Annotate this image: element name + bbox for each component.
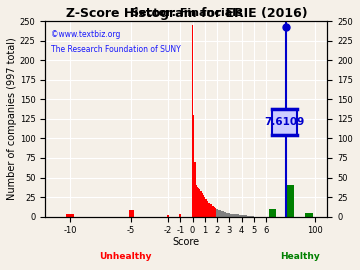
Bar [287,185,294,217]
Text: 7.6109: 7.6109 [265,117,305,127]
Bar [216,209,218,217]
Bar [129,210,134,217]
Bar [221,211,222,217]
Bar [220,210,221,217]
Bar [229,213,230,217]
Bar [197,187,198,217]
Bar [214,207,215,217]
Bar [243,215,245,217]
Bar [167,215,169,217]
Bar [235,214,236,217]
Bar [240,215,241,217]
Bar [201,191,202,217]
Bar [252,216,253,217]
Bar [247,216,248,217]
Bar [192,25,193,217]
Title: Z-Score Histogram for ERIE (2016): Z-Score Histogram for ERIE (2016) [66,7,307,20]
Bar [212,206,213,217]
Bar [231,214,233,217]
Text: ©www.textbiz.org: ©www.textbiz.org [51,30,120,39]
Bar [204,197,206,217]
Bar [208,202,209,217]
Bar [249,216,251,217]
Bar [246,215,247,217]
Bar [225,212,226,217]
Bar [236,214,237,217]
Bar [253,216,255,217]
Bar [193,115,194,217]
Bar [207,201,208,217]
Bar [213,207,214,217]
Bar [242,215,243,217]
Bar [305,213,313,217]
Bar [66,214,73,217]
Bar [210,204,212,217]
Y-axis label: Number of companies (997 total): Number of companies (997 total) [7,38,17,200]
Bar [237,214,239,217]
Bar [251,216,252,217]
Bar [215,208,216,217]
Bar [230,214,231,217]
Bar [218,210,219,217]
Bar [179,214,181,217]
Bar [239,215,240,217]
Bar [226,213,228,217]
FancyBboxPatch shape [273,110,297,134]
Bar [198,188,199,217]
Bar [194,162,195,217]
Bar [206,200,207,217]
Bar [195,185,197,217]
Text: The Research Foundation of SUNY: The Research Foundation of SUNY [51,45,181,54]
Bar [233,214,234,217]
Bar [199,189,201,217]
Bar [209,203,210,217]
Bar [245,215,246,217]
Bar [219,210,220,217]
Bar [241,215,242,217]
Bar [222,211,224,217]
Text: Healthy: Healthy [280,252,320,261]
Text: Sector: Financials: Sector: Financials [131,8,242,18]
Text: Unhealthy: Unhealthy [99,252,151,261]
Bar [202,193,203,217]
X-axis label: Score: Score [173,237,200,247]
Bar [234,214,235,217]
Bar [269,209,276,217]
Bar [224,212,225,217]
Bar [248,216,249,217]
Bar [228,213,229,217]
Bar [203,195,204,217]
